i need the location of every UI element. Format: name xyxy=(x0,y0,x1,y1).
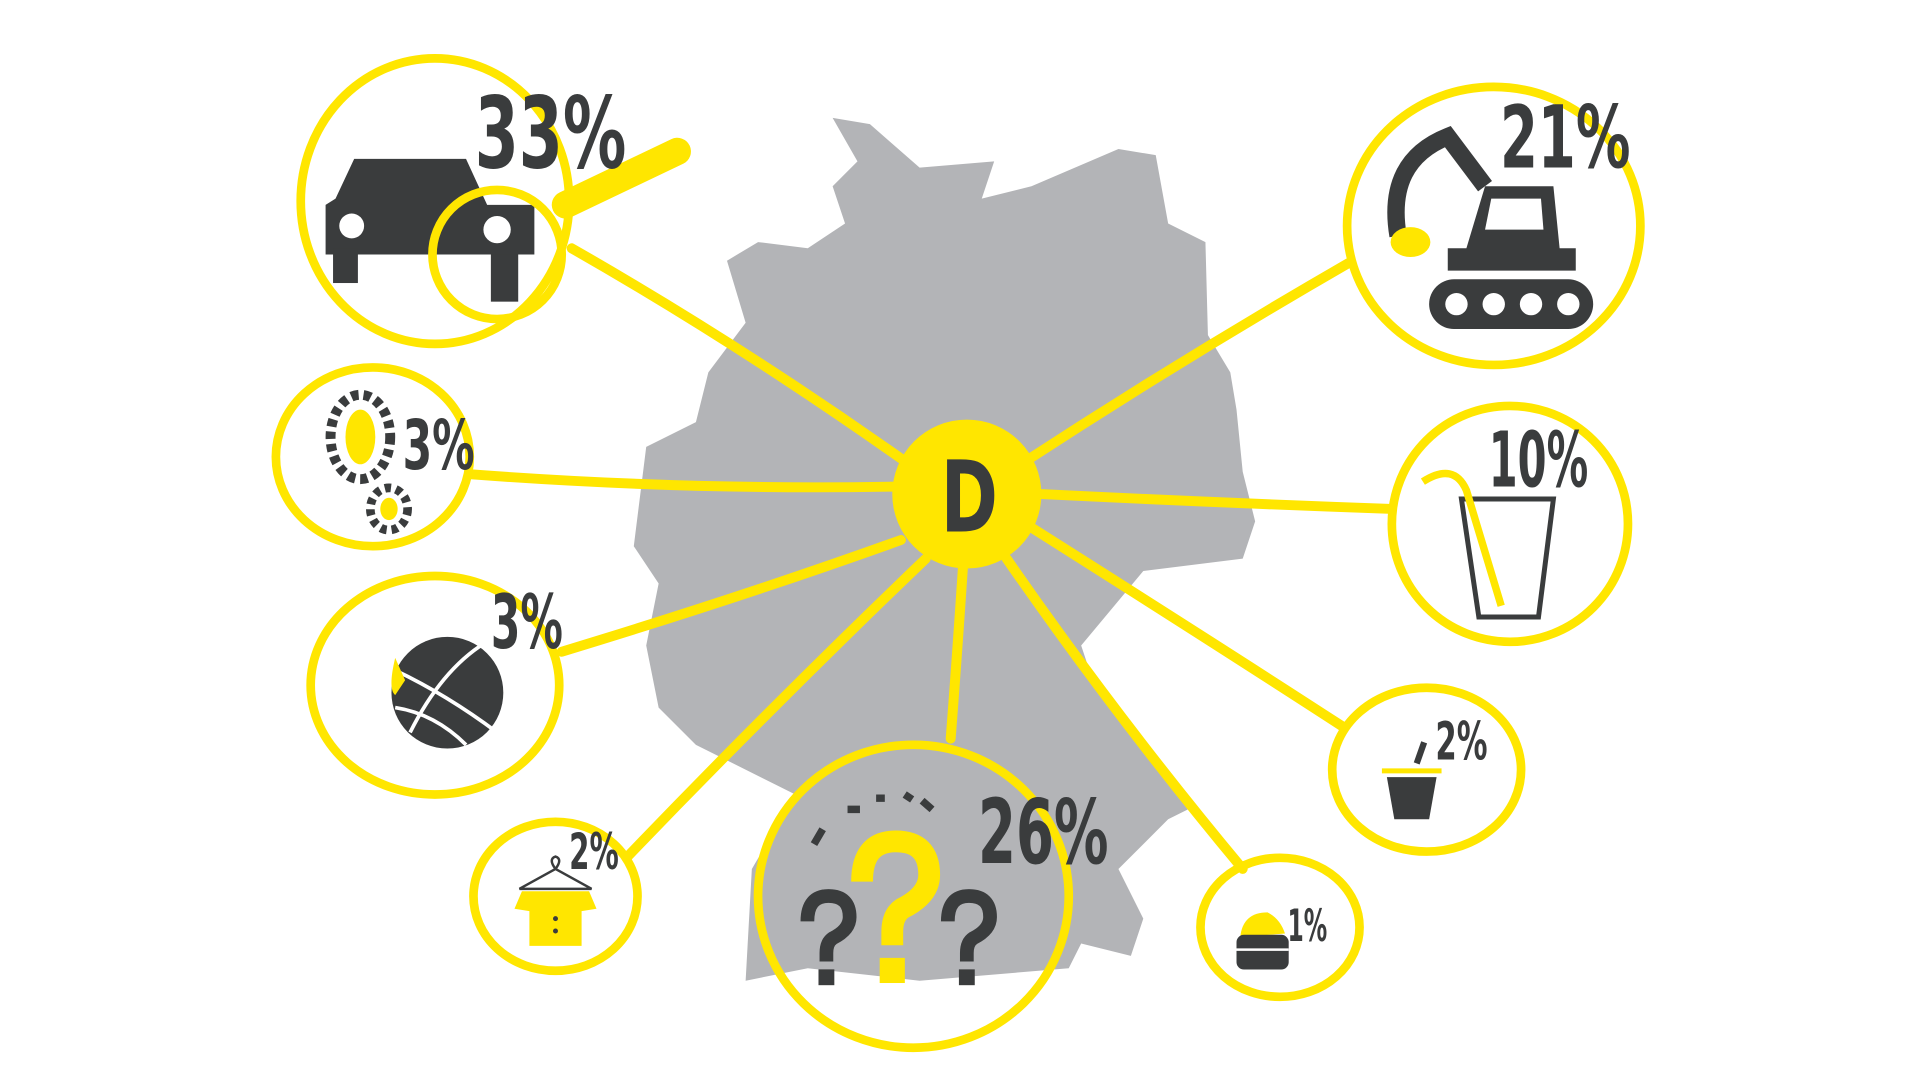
value-car: 33% xyxy=(475,77,627,192)
value-shirt: 2% xyxy=(569,823,619,881)
question-marks-icon xyxy=(807,791,990,984)
category-footprints: 3% xyxy=(271,363,475,551)
cup-with-straw-icon xyxy=(1381,741,1442,820)
link-excavator xyxy=(1014,258,1354,471)
hub-label: D xyxy=(941,440,998,555)
category-shirt: 2% xyxy=(469,817,642,976)
category-glass: 10% xyxy=(1387,401,1633,647)
value-footprints: 3% xyxy=(403,407,475,486)
excavator-icon xyxy=(1387,126,1594,329)
category-cream: 1% xyxy=(1196,853,1364,1002)
value-cream: 1% xyxy=(1287,899,1327,952)
connector-lines xyxy=(464,243,1397,874)
value-unknown: 26% xyxy=(978,781,1108,885)
car-icon xyxy=(325,158,567,324)
link-shirt xyxy=(622,553,931,862)
category-car: 33% xyxy=(296,54,691,349)
value-cup: 2% xyxy=(1435,713,1487,773)
link-footprints xyxy=(464,469,900,493)
category-basketball: 3% xyxy=(306,571,564,799)
category-excavator: 21% xyxy=(1342,82,1645,370)
link-cup xyxy=(1026,522,1348,732)
category-unknown: 26% xyxy=(753,740,1109,1053)
footprints-icon xyxy=(325,389,412,535)
drinking-glass-icon xyxy=(1420,469,1557,620)
value-glass: 10% xyxy=(1489,417,1588,506)
link-cream xyxy=(1001,553,1248,874)
value-basketball: 3% xyxy=(491,579,563,666)
shirt-on-hanger-icon xyxy=(514,855,597,946)
link-basketball xyxy=(556,535,906,657)
hub-germany: D xyxy=(892,419,1042,569)
link-car xyxy=(566,243,925,477)
link-question xyxy=(945,559,969,744)
category-cup: 2% xyxy=(1327,683,1526,856)
basketball-icon xyxy=(391,636,504,749)
value-excavator: 21% xyxy=(1500,87,1630,189)
link-glass xyxy=(1036,489,1397,514)
cream-jar-icon xyxy=(1236,912,1289,970)
